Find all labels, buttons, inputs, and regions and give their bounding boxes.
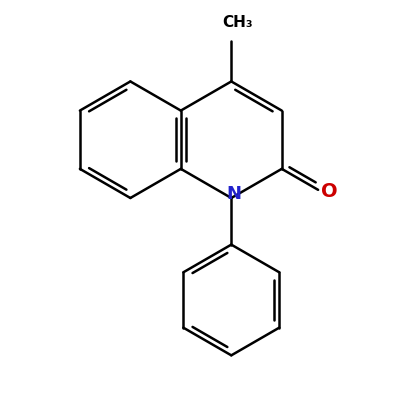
Text: N: N [227,185,242,203]
Text: O: O [321,182,338,201]
Text: CH₃: CH₃ [222,15,252,30]
